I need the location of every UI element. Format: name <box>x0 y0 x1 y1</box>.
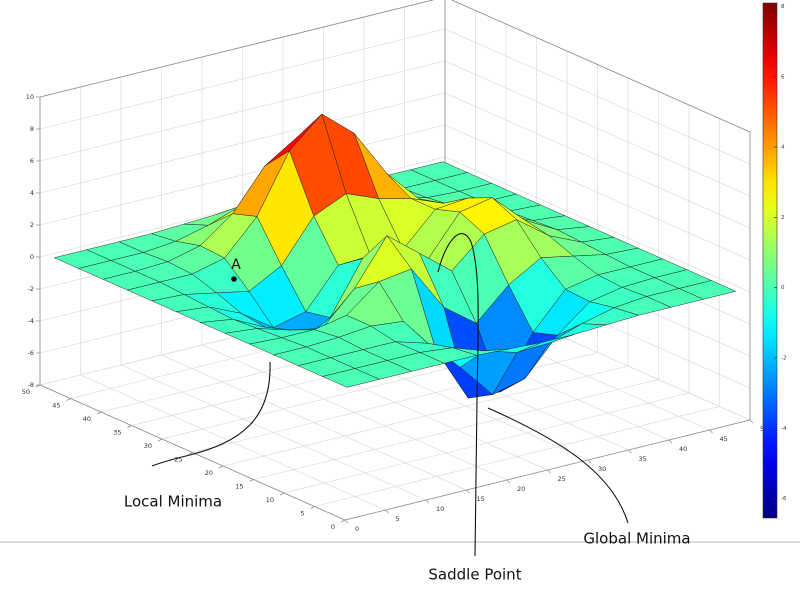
y-tick-label: 5 <box>300 510 304 518</box>
x-tick <box>709 429 713 434</box>
surface-cell <box>322 368 380 388</box>
z-tick-label: 8 <box>30 125 34 133</box>
z-tick-label: 4 <box>30 189 34 197</box>
grid-line <box>39 92 446 194</box>
y-tick <box>279 492 285 496</box>
x-tick-label: 10 <box>436 505 444 513</box>
surface <box>53 113 737 399</box>
y-tick-label: 20 <box>205 469 213 477</box>
x-tick <box>344 519 349 524</box>
z-tick-label: 0 <box>30 253 34 261</box>
y-tick <box>188 452 193 455</box>
grid-line <box>39 28 446 130</box>
grid-line <box>444 92 751 229</box>
y-tick <box>157 438 163 442</box>
x-tick-label: 30 <box>598 465 606 473</box>
z-tick-label: -8 <box>28 381 34 389</box>
y-tick <box>340 519 346 523</box>
x-tick-label: 45 <box>720 435 728 443</box>
grid-line <box>444 60 751 197</box>
y-tick-label: 30 <box>144 442 152 450</box>
colorbar-tick-label: 6 <box>781 74 785 80</box>
y-tick-label: 40 <box>83 415 91 423</box>
x-tick <box>385 509 389 514</box>
x-tick <box>506 479 511 484</box>
colorbar-tick-label: -4 <box>781 426 787 432</box>
y-tick <box>249 479 254 482</box>
x-tick-label: 20 <box>517 485 525 493</box>
y-tick <box>310 506 315 509</box>
colorbar-tick-label: 0 <box>781 285 785 291</box>
local-minima-pointer <box>151 361 271 467</box>
saddle-point-label: Saddle Point <box>428 566 521 584</box>
x-tick-label: 0 <box>355 525 359 533</box>
local-minima-label: Local Minima <box>124 493 222 511</box>
x-tick <box>749 419 754 424</box>
z-tick-label: 10 <box>26 93 34 101</box>
colorbar: -6 -4 -2 0 2 4 6 8 <box>762 2 787 519</box>
colorbar-tick-label: -6 <box>781 496 787 502</box>
grid-line <box>222 365 629 467</box>
x-tick-label: 40 <box>679 445 687 453</box>
grid-line <box>253 379 659 480</box>
y-tick-label: 0 <box>331 523 335 531</box>
colorbar-tick-label: -2 <box>781 356 786 362</box>
z-tick-label: 2 <box>30 221 34 229</box>
x-tick <box>425 499 430 504</box>
x-tick <box>547 469 551 474</box>
x-tick <box>668 439 673 444</box>
saddle-point-pointer <box>437 233 479 557</box>
y-tick-label: 25 <box>174 456 182 464</box>
grid-line <box>283 392 690 494</box>
x-tick <box>628 449 632 454</box>
y-tick <box>127 425 132 428</box>
grid-line <box>444 28 751 165</box>
y-tick-label: 35 <box>113 429 121 437</box>
y-tick <box>35 384 41 388</box>
grid-line <box>444 124 751 261</box>
grid-line <box>39 60 446 162</box>
colorbar-tick-label: 4 <box>781 145 785 151</box>
z-tick-label: -6 <box>28 349 34 357</box>
y-tick-label: 45 <box>52 402 60 410</box>
x-tick-label: 35 <box>639 455 647 463</box>
axis-line <box>450 0 751 133</box>
global-minima-pointer <box>487 407 629 524</box>
y-tick <box>66 398 71 401</box>
grid-line <box>314 406 720 507</box>
point-a <box>231 276 237 282</box>
y-tick-label: 50 <box>22 388 30 396</box>
y-tick <box>96 411 102 415</box>
colorbar-gradient <box>762 2 778 519</box>
grid-line <box>39 124 446 226</box>
colorbar-tick-label: 2 <box>781 215 785 221</box>
axis-line <box>39 0 435 98</box>
colorbar-tick-label: 8 <box>781 4 785 10</box>
x-tick <box>587 459 592 464</box>
y-tick-label: 10 <box>266 496 274 504</box>
grid-line <box>444 156 751 293</box>
global-minima-label: Global Minima <box>583 530 690 548</box>
z-tick-label: -2 <box>28 285 34 293</box>
point-a-label: A <box>231 257 241 273</box>
x-tick-label: 25 <box>558 475 566 483</box>
x-tick-label: 15 <box>477 495 485 503</box>
y-tick <box>218 465 224 469</box>
z-tick-label: -4 <box>28 317 34 325</box>
x-tick <box>466 489 470 494</box>
z-tick-label: 6 <box>30 157 34 165</box>
x-tick-label: 5 <box>396 515 400 523</box>
y-tick-label: 15 <box>235 483 243 491</box>
